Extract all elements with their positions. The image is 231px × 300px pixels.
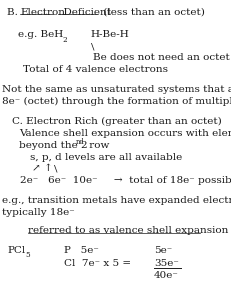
Text: H-Be-H: H-Be-H [90, 30, 129, 39]
Text: 5e⁻: 5e⁻ [154, 246, 172, 255]
Text: Be does not need an octet: Be does not need an octet [93, 53, 230, 62]
Text: Electron: Electron [20, 8, 65, 17]
Text: referred to as valence shell expansion: referred to as valence shell expansion [28, 226, 228, 235]
Text: 35e⁻: 35e⁻ [154, 259, 179, 268]
Text: ↑: ↑ [44, 164, 53, 173]
Text: \: \ [54, 164, 58, 173]
Text: 5: 5 [25, 251, 30, 259]
Text: Valence shell expansion occurs with elements: Valence shell expansion occurs with elem… [19, 129, 231, 138]
Text: C. Electron Rich (greater than an octet): C. Electron Rich (greater than an octet) [12, 117, 222, 126]
Text: Total of 4 valence electrons: Total of 4 valence electrons [23, 65, 168, 74]
Text: (less than an octet): (less than an octet) [100, 8, 205, 17]
Text: 2e⁻   6e⁻  10e⁻     →  total of 18e⁻ possible: 2e⁻ 6e⁻ 10e⁻ → total of 18e⁻ possible [20, 176, 231, 185]
Text: Cl  7e⁻ x 5 =: Cl 7e⁻ x 5 = [64, 259, 131, 268]
Text: Not the same as unsaturated systems that achieve the: Not the same as unsaturated systems that… [2, 85, 231, 94]
Text: PCl: PCl [7, 246, 25, 255]
Text: row: row [86, 141, 109, 150]
Text: nd: nd [76, 138, 85, 146]
Text: s, p, d levels are all available: s, p, d levels are all available [30, 153, 182, 162]
Text: Deficient: Deficient [57, 8, 111, 17]
Text: 2: 2 [62, 36, 67, 44]
Text: e.g. BeH: e.g. BeH [18, 30, 63, 39]
Text: ↗: ↗ [32, 164, 41, 173]
Text: 40e⁻: 40e⁻ [154, 271, 179, 280]
Text: beyond the 2: beyond the 2 [19, 141, 88, 150]
Text: typically 18e⁻: typically 18e⁻ [2, 208, 75, 217]
Text: \: \ [91, 42, 94, 51]
Text: B.: B. [7, 8, 21, 17]
Text: 8e⁻ (octet) through the formation of multiple bonds.: 8e⁻ (octet) through the formation of mul… [2, 97, 231, 106]
Text: e.g., transition metals have expanded electron counts,: e.g., transition metals have expanded el… [2, 196, 231, 205]
Text: P   5e⁻: P 5e⁻ [64, 246, 99, 255]
